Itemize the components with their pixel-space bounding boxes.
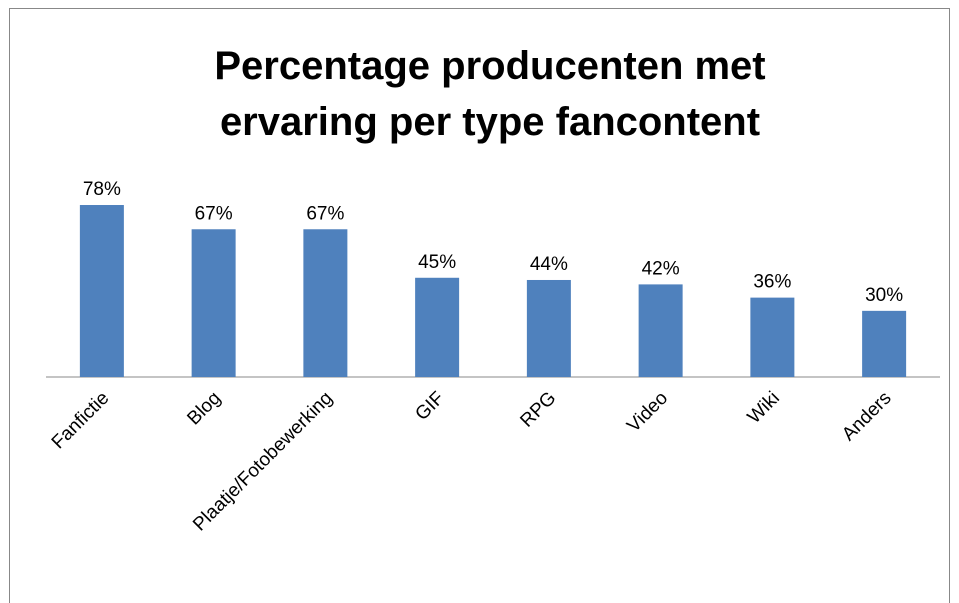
x-tick-label: Fanfictie	[48, 388, 114, 454]
bar	[750, 297, 795, 377]
data-label: 36%	[753, 272, 791, 293]
x-tick-label: GIF	[411, 388, 448, 425]
bar	[303, 229, 348, 377]
data-label: 78%	[83, 179, 121, 200]
bar	[862, 310, 907, 377]
x-tick-label: Anders	[838, 388, 895, 445]
x-tick-label: Blog	[183, 388, 225, 430]
data-label: 67%	[195, 203, 233, 224]
data-label: 42%	[642, 258, 680, 279]
x-tick-label: Wiki	[744, 388, 784, 428]
chart-title: Percentage producenten met ervaring per …	[214, 44, 766, 144]
x-tick-label: RPG	[516, 388, 560, 432]
bar	[638, 284, 683, 377]
x-tick-label: Video	[623, 388, 672, 437]
data-label: 67%	[306, 203, 344, 224]
data-label: 30%	[865, 285, 903, 306]
data-label: 45%	[418, 252, 456, 273]
bar	[79, 205, 124, 377]
bar	[526, 279, 571, 377]
bar	[415, 277, 460, 377]
data-label: 44%	[530, 254, 568, 275]
chart-frame	[9, 8, 950, 603]
bar	[191, 229, 236, 377]
